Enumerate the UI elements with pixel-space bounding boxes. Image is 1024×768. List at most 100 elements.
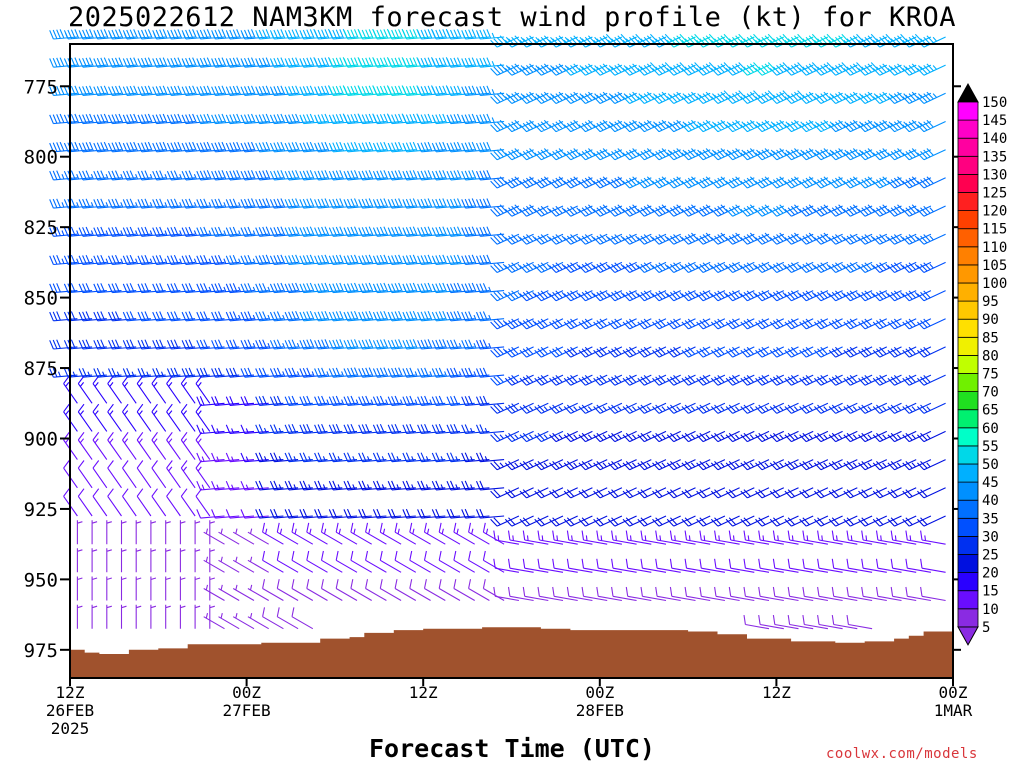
wind-barb (593, 487, 623, 499)
wind-barb (255, 424, 284, 435)
wind-barb (772, 530, 799, 545)
wind-barb (93, 85, 122, 96)
wind-barb (343, 198, 372, 209)
wind-barb (194, 576, 201, 601)
wind-barb (299, 452, 328, 463)
wind-barb (549, 176, 578, 189)
wind-barb (269, 29, 299, 40)
wind-barb (787, 530, 814, 545)
wind-barb (423, 550, 446, 573)
wind-barb (387, 141, 416, 153)
wind-barb (843, 487, 873, 499)
wind-barb (728, 586, 755, 602)
wind-barb (622, 91, 652, 104)
wind-barb (537, 530, 564, 545)
wind-barb (725, 346, 755, 358)
wind-barb (269, 452, 299, 463)
wind-barb (255, 311, 284, 322)
wind-barb (813, 318, 843, 330)
wind-barb (314, 141, 343, 153)
wind-barb (203, 584, 225, 601)
wind-barb (534, 176, 564, 189)
wind-barb (593, 233, 623, 245)
wind-barb (872, 204, 902, 217)
wind-barb (166, 113, 196, 125)
wind-barb (490, 346, 520, 358)
wind-barb (152, 85, 181, 96)
colorbar-segment (957, 137, 979, 157)
wind-barb (240, 396, 269, 406)
colorbar-segment (957, 318, 979, 338)
wind-barb (769, 459, 799, 471)
wind-barb (710, 430, 740, 443)
wind-barb (358, 226, 387, 237)
wind-barb (78, 254, 107, 266)
wind-barb (637, 176, 667, 189)
wind-barb (409, 522, 431, 545)
wind-barb (563, 374, 593, 386)
wind-barb (607, 318, 637, 330)
wind-barb (566, 530, 593, 545)
wind-barb (446, 282, 475, 294)
wind-barb (475, 57, 505, 68)
wind-barb (181, 57, 210, 68)
wind-barb (475, 113, 505, 125)
wind-barb (696, 148, 726, 161)
wind-barb (755, 318, 785, 330)
wind-barb (607, 176, 637, 189)
wind-barb (784, 374, 814, 386)
wind-barb (255, 283, 284, 294)
wind-barb (372, 170, 402, 181)
wind-barb (358, 198, 387, 209)
wind-barb (652, 119, 681, 133)
wind-barb (284, 57, 313, 68)
wind-barb (120, 548, 127, 573)
wind-barb (593, 318, 623, 330)
wind-barb (831, 615, 858, 630)
wind-barb (475, 311, 505, 322)
wind-barb (211, 396, 240, 406)
wind-barb (740, 402, 770, 414)
wind-barb (262, 522, 284, 545)
wind-barb (696, 261, 726, 273)
wind-barb (549, 402, 578, 414)
wind-barb (93, 170, 122, 181)
wind-barb (607, 515, 637, 527)
wind-barb (858, 119, 888, 133)
wind-barb (858, 430, 888, 443)
wind-barb (446, 423, 475, 435)
wind-barb (504, 318, 534, 330)
wind-barb (696, 402, 726, 414)
wind-barb (255, 226, 284, 237)
wind-barb (461, 57, 490, 68)
wind-barb (637, 487, 667, 499)
wind-barb (758, 586, 784, 602)
wind-barb (596, 558, 622, 573)
wind-barb (343, 395, 372, 406)
wind-barb (769, 204, 799, 217)
wind-barb (284, 198, 313, 209)
wind-barb (622, 459, 652, 471)
wind-barb (284, 339, 313, 350)
credit-link[interactable]: coolwx.com/models (826, 746, 978, 762)
wind-barb (137, 170, 166, 181)
wind-barb (180, 488, 196, 517)
wind-barb (92, 460, 108, 489)
wind-barb (902, 402, 932, 414)
wind-barb (799, 176, 829, 189)
colorbar-segment (957, 282, 979, 302)
wind-barb (446, 254, 475, 266)
wind-barb (431, 367, 461, 378)
wind-barb (475, 480, 505, 491)
wind-barb (666, 346, 696, 358)
colorbar-segment (957, 228, 979, 248)
wind-barb (861, 530, 887, 545)
wind-barb (166, 488, 181, 517)
y-tick-label: 800 (24, 147, 58, 169)
wind-barb (640, 530, 667, 545)
wind-barb (122, 141, 151, 153)
wind-barb (150, 604, 157, 629)
wind-barb (49, 198, 78, 209)
wind-barb (740, 148, 770, 161)
wind-barb (843, 204, 873, 217)
